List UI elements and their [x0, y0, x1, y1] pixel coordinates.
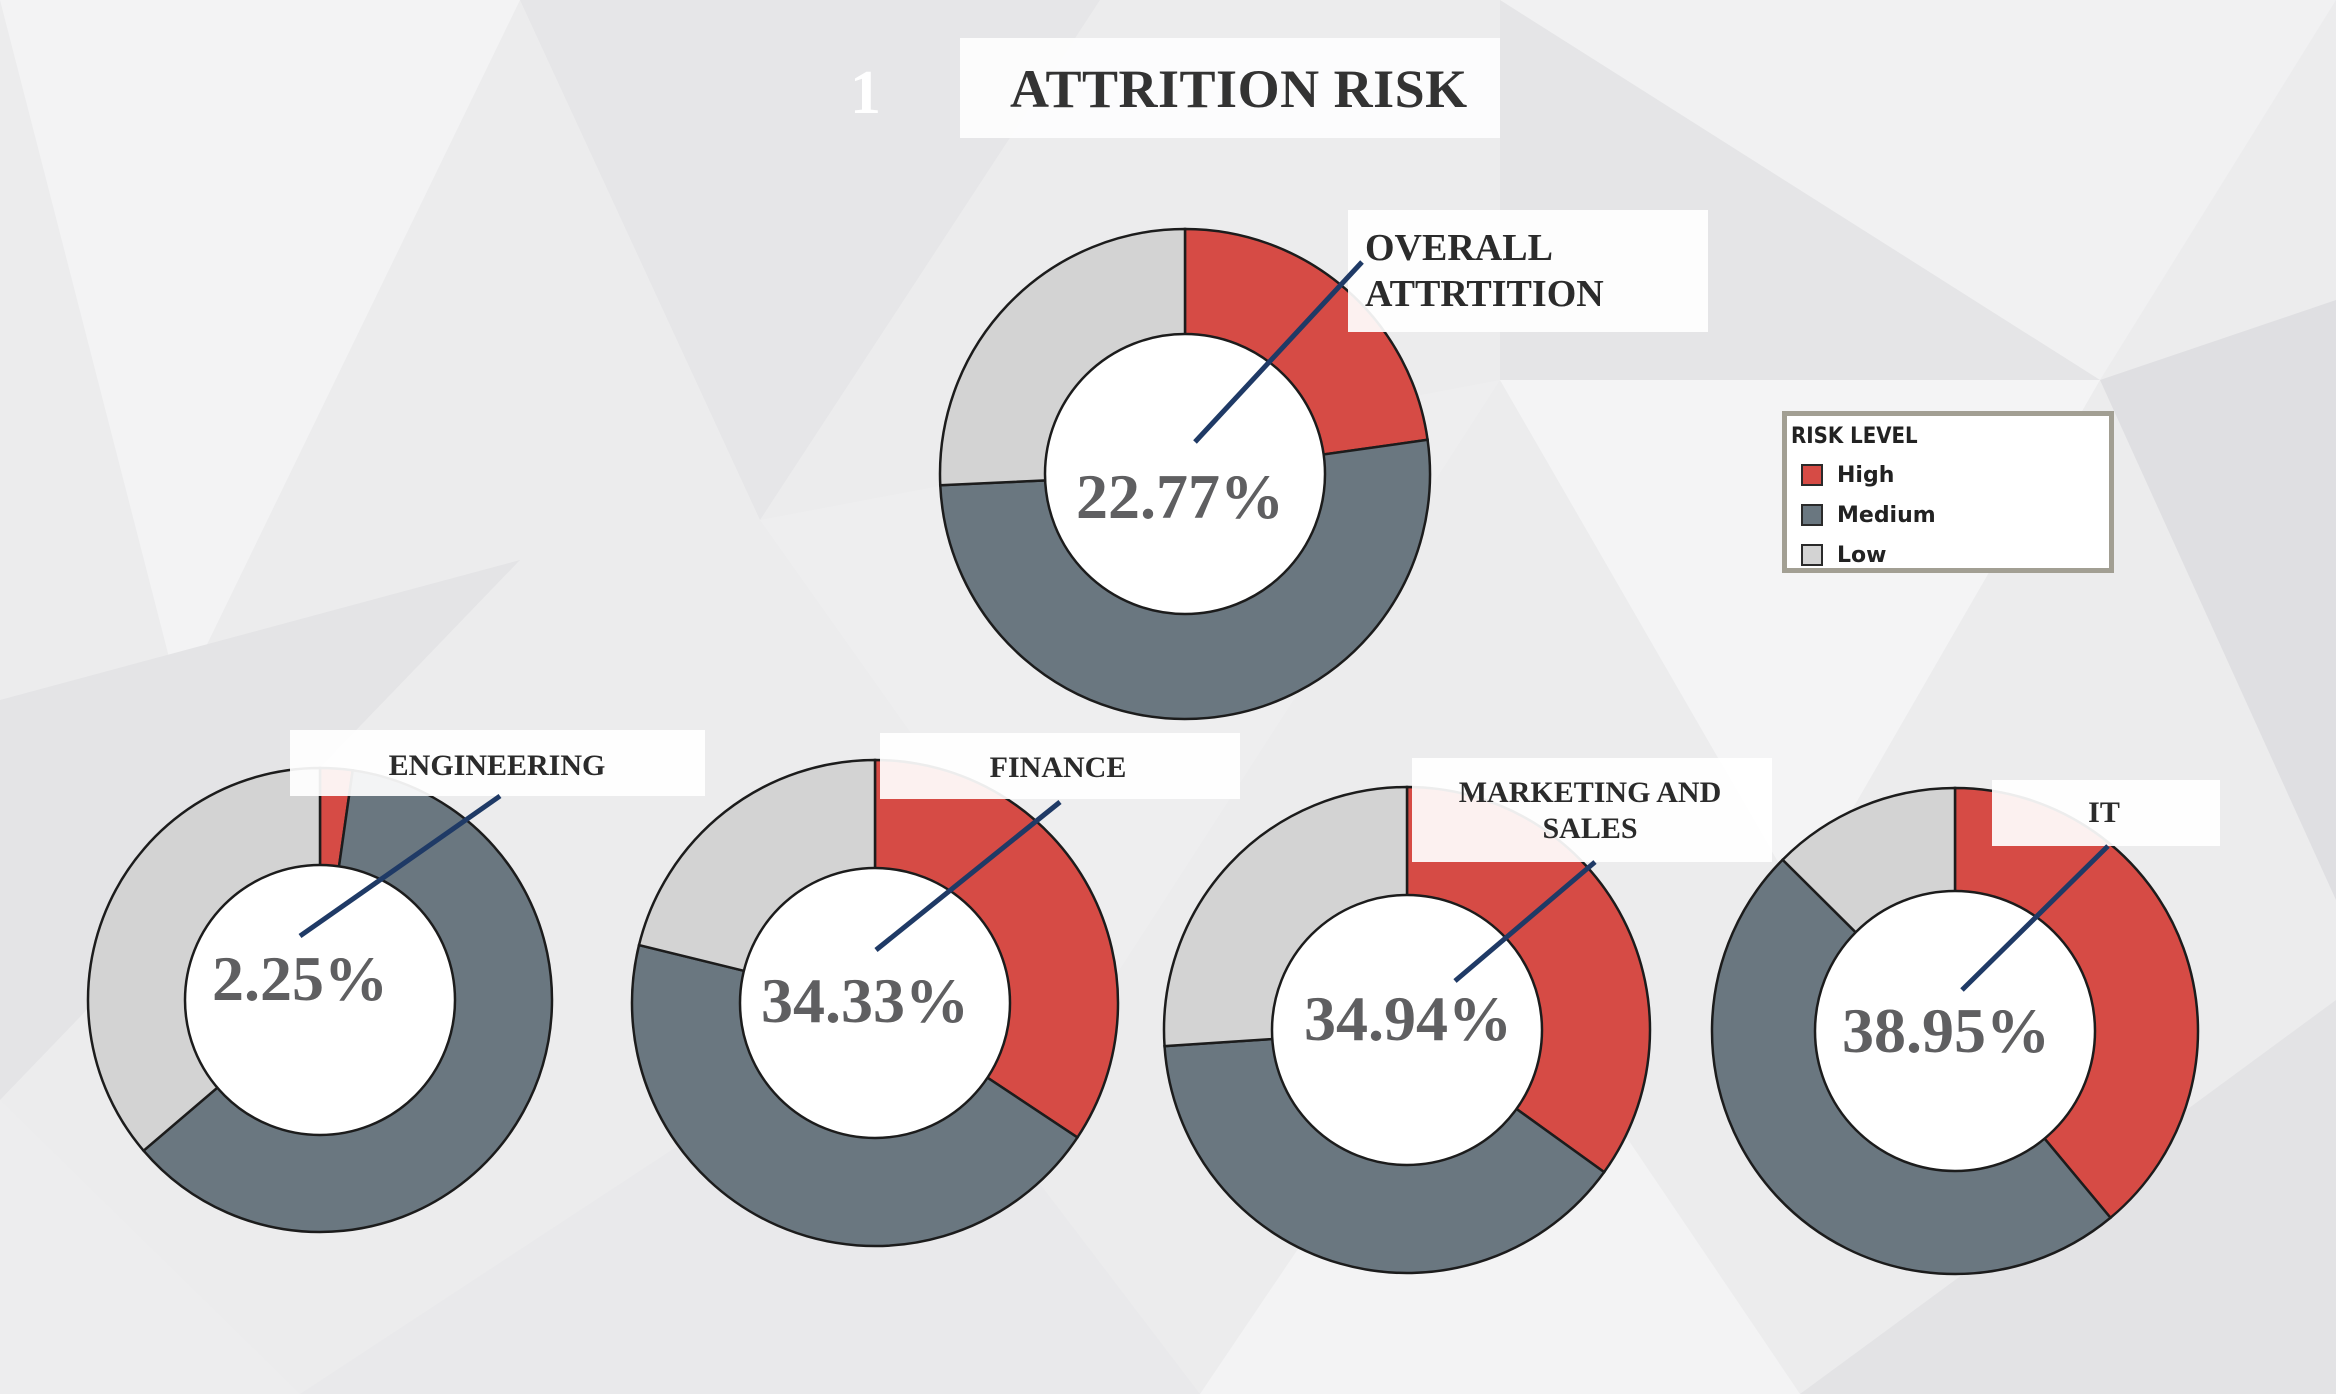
leader-line-it — [1960, 844, 2110, 992]
label-box-engineering — [290, 730, 705, 796]
legend-swatch-medium — [1801, 504, 1823, 526]
legend-label-high: High — [1837, 462, 1895, 488]
legend-item-low[interactable]: Low — [1801, 540, 1886, 570]
legend-swatch-high — [1801, 464, 1823, 486]
chart-label-marketing: MARKETING AND — [1459, 776, 1722, 809]
donut-hole-it — [1813, 889, 2097, 1173]
legend-label-medium: Medium — [1837, 502, 1936, 528]
donut-chart-finance: FINANCE 34.33% — [630, 733, 1240, 1248]
legend-item-high[interactable]: High — [1801, 460, 1894, 490]
leader-line-finance — [874, 800, 1062, 952]
label-box-overall — [1348, 210, 1708, 332]
center-value-overall: 22.77% — [1076, 461, 1284, 532]
center-value-engineering: 2.25% — [212, 943, 388, 1014]
page-title: ATTRITION RISK — [1010, 59, 1468, 119]
leader-line-overall — [1193, 260, 1364, 444]
leader-line-marketing — [1453, 860, 1597, 983]
donut-hole-finance — [738, 866, 1012, 1140]
legend-title: RISK LEVEL — [1791, 424, 1918, 449]
label-box-it — [1992, 780, 2220, 846]
title-background — [960, 38, 1500, 138]
donut-hole-overall — [1043, 332, 1327, 616]
center-value-it: 38.95% — [1842, 995, 2050, 1066]
legend-label-low: Low — [1837, 542, 1887, 568]
page-number: 1 — [850, 59, 881, 127]
donut-hole-engineering — [183, 863, 457, 1137]
chart-label-marketing-line2: SALES — [1542, 812, 1637, 845]
donut-chart-engineering: ENGINEERING 2.25% — [86, 730, 705, 1234]
center-value-marketing: 34.94% — [1304, 983, 1512, 1054]
chart-label-overall: OVERALL — [1365, 227, 1553, 269]
donut-chart-it: IT 38.95% — [1710, 780, 2220, 1276]
leader-line-engineering — [298, 793, 502, 939]
legend-item-medium[interactable]: Medium — [1801, 500, 1936, 530]
legend: RISK LEVEL High Medium Low — [1782, 411, 2114, 573]
legend-swatch-low — [1801, 544, 1823, 566]
chart-label-overall-line2: ATTRTITION — [1365, 273, 1604, 315]
center-value-finance: 34.33% — [761, 965, 969, 1036]
chart-label-it: IT — [2088, 796, 2120, 829]
label-box-marketing — [1412, 758, 1772, 862]
chart-label-engineering: ENGINEERING — [389, 749, 606, 782]
label-box-finance — [880, 733, 1240, 799]
chart-label-finance: FINANCE — [990, 751, 1127, 784]
